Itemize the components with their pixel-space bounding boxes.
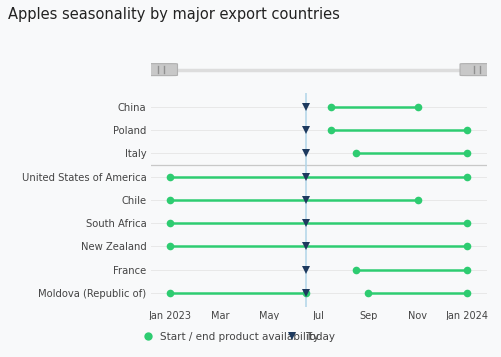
Text: Today: Today	[305, 332, 334, 342]
FancyBboxPatch shape	[459, 64, 492, 76]
FancyBboxPatch shape	[144, 64, 177, 76]
Text: Apples seasonality by major export countries: Apples seasonality by major export count…	[8, 7, 339, 22]
Text: Start / end product availability: Start / end product availability	[160, 332, 319, 342]
